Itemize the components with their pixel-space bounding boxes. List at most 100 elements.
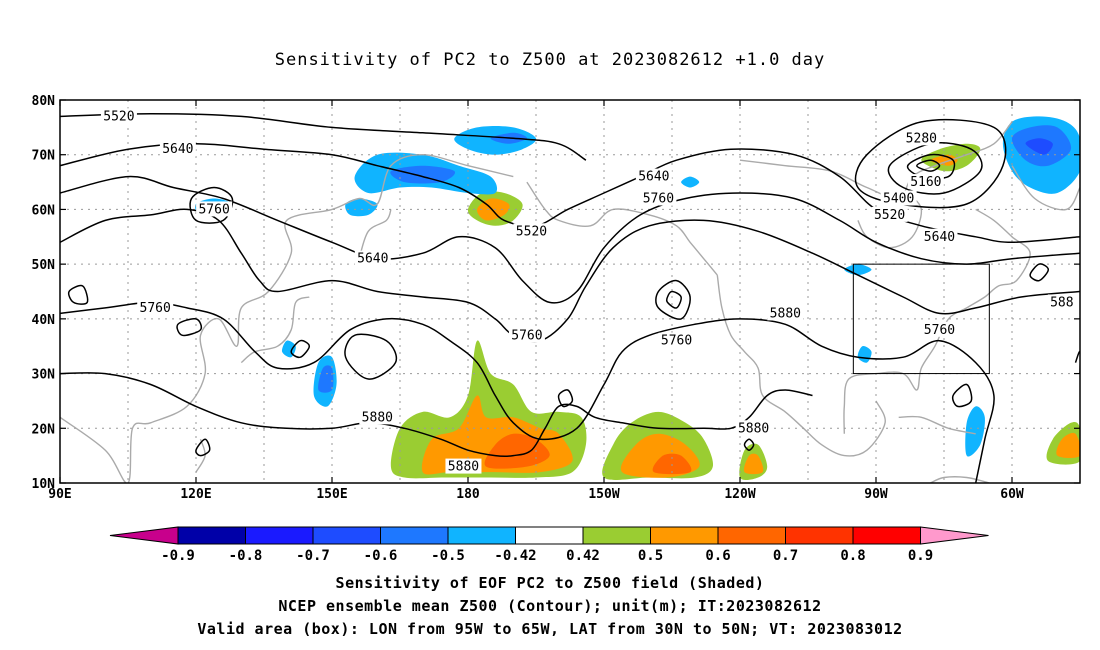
colorbar-label: -0.8 — [229, 548, 263, 564]
valid-area-box — [852, 263, 990, 375]
contour-label-bg — [735, 420, 772, 436]
z500-contour-line — [665, 290, 682, 309]
z500-contour-line — [290, 339, 311, 359]
contour-label: 5880 — [770, 306, 801, 321]
colorbar-swatch — [717, 526, 786, 545]
shading-blob — [390, 165, 456, 184]
contour-label-bg — [137, 299, 174, 315]
lon-tick-label: 120W — [724, 487, 755, 502]
axis-ticks: 90E 120E 150E 180 150W 120W 90W 60W 80N 70N 60N 50N… — [32, 94, 1080, 502]
contour-label: 588 — [1050, 295, 1073, 310]
caption-line-1: Sensitivity of EOF PC2 to Z500 field (Sh… — [335, 574, 765, 592]
lat-tick-label: 30N — [32, 368, 56, 383]
coastline-segment — [716, 274, 886, 457]
contour-label-bg — [921, 228, 958, 244]
z500-contour-line — [195, 438, 211, 457]
z500-contour-line — [916, 159, 941, 172]
colorbar-triangle-left — [109, 526, 179, 545]
lon-tick-label: 150E — [316, 487, 347, 502]
contour-label: 5760 — [924, 323, 955, 338]
colorbar-label: -0.7 — [296, 548, 330, 564]
lon-tick-label: 150W — [588, 487, 619, 502]
colorbar-swatch — [650, 526, 719, 545]
caption-line-3: Valid area (box): LON from 95W to 65W, L… — [197, 620, 903, 638]
contour-label: 5760 — [198, 202, 229, 217]
contour-label: 5520 — [874, 208, 905, 223]
lat-tick-label: 80N — [32, 94, 56, 109]
z500-contour-line — [344, 333, 398, 380]
contour-label: 5640 — [638, 170, 669, 185]
colorbar-label: -0.42 — [494, 548, 536, 564]
coastline-segment — [526, 181, 718, 276]
contour-label-bg — [635, 168, 672, 184]
z500-contour-line — [1029, 263, 1050, 282]
coastline-segment — [843, 208, 1031, 434]
lon-tick-label: 120E — [180, 487, 211, 502]
contour-label-bg — [445, 458, 482, 474]
coastline-segment — [898, 415, 976, 435]
contour-label-bg — [196, 201, 233, 217]
z500-contour-line — [60, 175, 1080, 304]
shading-blob — [743, 453, 764, 475]
colorbar-label: 0.6 — [705, 548, 730, 564]
colorbar-swatch — [447, 526, 516, 545]
z500-contour-line — [557, 389, 574, 408]
colorbar-triangle-right — [920, 526, 989, 545]
z500-contour-line — [60, 112, 587, 161]
coastline-segment — [930, 476, 990, 483]
lon-tick-label: 180 — [456, 487, 480, 502]
contour-label-bg — [871, 206, 908, 222]
coastline-segment — [60, 153, 514, 483]
colorbar-swatch — [785, 526, 854, 545]
contour-label-bg — [903, 130, 940, 146]
contour-label: 5640 — [357, 252, 388, 267]
contour-label-bg — [767, 305, 804, 321]
shading-blob — [318, 365, 334, 393]
contour-label-bg — [354, 250, 391, 266]
z500-contour-line — [176, 317, 203, 337]
contour-label-bg — [921, 321, 958, 337]
shading-blob — [484, 433, 550, 469]
z500-contour-line — [743, 438, 755, 451]
contour-label-bg — [1047, 294, 1076, 310]
shading-blob — [652, 453, 692, 475]
contour-label: 5760 — [511, 328, 542, 343]
colorbar-swatch — [245, 526, 314, 545]
contour-label-bg — [508, 327, 545, 343]
z500-contour-line — [951, 383, 973, 408]
lon-tick-label: 60W — [1000, 487, 1024, 502]
z500-contour-line — [60, 301, 995, 483]
colorbar-swatch — [515, 526, 584, 545]
shading-blob — [681, 176, 700, 188]
coastlines — [60, 121, 1080, 483]
colorbar-swatch — [312, 526, 381, 545]
z500-contours — [60, 112, 1080, 483]
contour-label: 5520 — [516, 224, 547, 239]
contour-label: 5640 — [162, 142, 193, 157]
shading-blob — [1025, 138, 1053, 155]
coastline-segment — [195, 438, 206, 473]
colorbar-swatch — [852, 526, 921, 545]
coastline-segment — [857, 192, 923, 249]
z500-contour-line — [854, 118, 1007, 209]
contour-label: 5520 — [103, 109, 134, 124]
lon-tick-label: 90W — [864, 487, 888, 502]
colorbar-label: -0.6 — [364, 548, 398, 564]
colorbar-swatch — [582, 526, 651, 545]
contour-label: 5760 — [140, 301, 171, 316]
colorbar-label: 0.5 — [638, 548, 663, 564]
contour-label: 5640 — [924, 230, 955, 245]
contour-label-bg — [513, 223, 550, 239]
z500-contour-line — [189, 186, 234, 224]
colorbar-swatch — [177, 526, 246, 545]
contour-label: 5760 — [661, 334, 692, 349]
coastline-segment — [358, 209, 392, 259]
lat-tick-label: 60N — [32, 203, 56, 218]
colorbar-label: -0.9 — [161, 548, 195, 564]
colorbar-swatch — [380, 526, 449, 545]
lat-tick-label: 70N — [32, 149, 56, 164]
z500-contour-line — [67, 284, 89, 305]
z500-contour-line — [60, 372, 813, 458]
z500-contour-line — [655, 279, 691, 320]
